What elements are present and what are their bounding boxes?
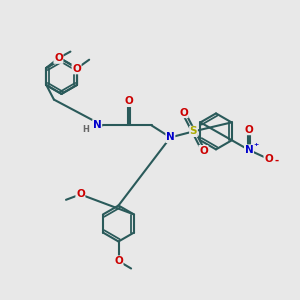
Text: N: N: [166, 132, 175, 142]
Text: +: +: [253, 142, 258, 146]
Text: O: O: [179, 107, 188, 118]
Text: N: N: [244, 145, 253, 155]
Text: O: O: [199, 146, 208, 156]
Text: N: N: [93, 120, 102, 130]
Text: O: O: [114, 256, 123, 266]
Text: H: H: [83, 125, 89, 134]
Text: -: -: [275, 155, 279, 166]
Text: O: O: [72, 64, 81, 74]
Text: O: O: [76, 189, 85, 200]
Text: O: O: [244, 124, 253, 135]
Text: O: O: [124, 96, 134, 106]
Text: O: O: [264, 154, 273, 164]
Text: S: S: [190, 126, 197, 136]
Text: O: O: [54, 53, 63, 63]
